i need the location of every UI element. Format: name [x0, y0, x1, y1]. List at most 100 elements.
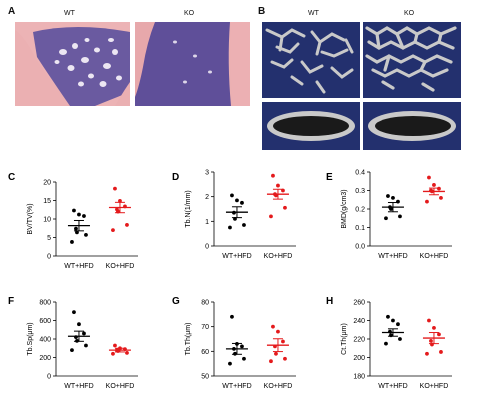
x-category-label: KO+HFD: [264, 253, 293, 260]
y-tick-label: 1: [205, 219, 209, 226]
panel-letter-c: C: [8, 172, 15, 183]
panel-g: G 50 60 70 80 Tb.Th(μm) WT+HFD KO+HFD: [172, 296, 296, 390]
data-point: [111, 228, 115, 233]
data-point: [439, 196, 443, 200]
x-category-label: KO+HFD: [106, 383, 135, 390]
y-tick-label: 0.3: [355, 188, 365, 195]
data-point: [70, 348, 74, 352]
y-tick-label: 3: [205, 170, 209, 177]
y-tick-label: 200: [39, 355, 51, 362]
y-tick-label: 600: [39, 318, 51, 325]
y-tick-label: 70: [201, 324, 209, 331]
y-tick-label: 50: [201, 374, 209, 381]
panel-b-ko-label: KO: [404, 10, 415, 17]
x-category-label: WT+HFD: [378, 383, 407, 390]
data-point: [427, 318, 431, 323]
panel-a-wt-label: WT: [64, 10, 75, 17]
x-category-label: KO+HFD: [106, 263, 135, 270]
data-point: [386, 314, 390, 319]
data-point: [242, 223, 246, 227]
data-point: [389, 207, 393, 211]
y-tick-label: 60: [201, 349, 209, 356]
data-point: [437, 186, 441, 191]
data-point: [125, 223, 129, 227]
y-tick-label: 400: [39, 337, 51, 344]
data-point: [429, 338, 433, 343]
panel-letter-a: A: [8, 6, 16, 17]
x-category-label: KO+HFD: [420, 383, 449, 390]
data-point: [439, 350, 443, 354]
y-tick-label: 80: [201, 300, 209, 307]
data-point: [240, 344, 244, 349]
data-point: [384, 216, 388, 221]
y-tick-label: 200: [353, 355, 365, 362]
y-tick-label: 0: [205, 244, 209, 251]
data-point: [125, 350, 129, 355]
data-point: [84, 343, 88, 348]
data-point: [111, 351, 115, 356]
data-point: [398, 214, 402, 219]
panel-letter-e: E: [326, 172, 333, 183]
data-point: [425, 199, 429, 204]
data-point: [384, 341, 388, 346]
data-point: [271, 173, 275, 178]
data-point: [77, 322, 81, 327]
panel-letter-b: B: [258, 6, 266, 17]
y-tick-label: 5: [47, 235, 51, 242]
y-tick-label: 2: [205, 194, 209, 201]
microct-ko-cortical-image: [363, 102, 461, 150]
data-point: [77, 212, 81, 217]
panel-h: H 180 200 220 240 260 Ct.Th(μm) WT+HFD KO+HFD: [326, 296, 452, 390]
data-point: [269, 214, 273, 219]
data-point: [427, 175, 431, 180]
data-point: [269, 359, 273, 364]
microct-ko-trabecular-image: [363, 22, 461, 98]
y-axis-label: BMD(g/cm3): [341, 189, 348, 228]
panel-letter-f: F: [8, 296, 14, 307]
data-point: [391, 318, 395, 323]
microct-wt-trabecular-image: [262, 22, 360, 98]
data-point: [74, 226, 78, 231]
x-category-label: WT+HFD: [378, 253, 407, 260]
y-axis-label: Tb.Sp(μm): [27, 322, 34, 355]
y-axis-label: Tb.N(1/mm): [185, 190, 192, 227]
panel-d: D 0 1 2 3 Tb.N(1/mm) WT+HFD KO+HFD: [172, 170, 296, 260]
y-tick-label: 10: [43, 217, 51, 224]
data-point: [276, 183, 280, 188]
data-point: [82, 331, 86, 336]
y-tick-label: 0: [47, 254, 51, 261]
data-point: [230, 193, 234, 198]
data-point: [84, 233, 88, 237]
data-point: [118, 198, 122, 203]
y-tick-label: 20: [43, 180, 51, 187]
y-tick-label: 0.2: [355, 207, 365, 214]
histology-ko-image: [135, 22, 250, 106]
y-axis-label: Tb.Th(μm): [185, 323, 192, 356]
data-point: [242, 356, 246, 361]
y-axis-label: BV/TV(%): [27, 203, 34, 234]
panel-e: E 0.0 0.1 0.2 0.3 0.4 BMD(g/cm3) WT+HFD KO+HFD: [326, 170, 452, 260]
y-tick-label: 220: [353, 337, 365, 344]
panel-f: F 0 200 400 600 800 Tb.Sp(μm) WT+HFD KO+HFD: [8, 296, 138, 390]
panel-letter-h: H: [326, 296, 333, 307]
data-point: [240, 200, 244, 205]
data-point: [283, 356, 287, 361]
x-category-label: WT+HFD: [222, 253, 251, 260]
data-point: [228, 225, 232, 230]
x-category-label: WT+HFD: [64, 263, 93, 270]
x-category-label: WT+HFD: [64, 383, 93, 390]
x-category-label: WT+HFD: [222, 383, 251, 390]
y-axis-label: Ct.Th(μm): [341, 323, 348, 355]
data-point: [113, 343, 117, 348]
data-point: [386, 194, 390, 198]
data-point: [274, 351, 278, 356]
panel-b-wt-label: WT: [308, 10, 319, 17]
histology-wt-image: [15, 22, 130, 106]
y-tick-label: 15: [43, 198, 51, 205]
panel-a-ko-label: KO: [184, 10, 195, 17]
data-point: [235, 198, 239, 203]
data-point: [398, 337, 402, 341]
data-point: [283, 205, 287, 210]
data-point: [72, 310, 76, 315]
